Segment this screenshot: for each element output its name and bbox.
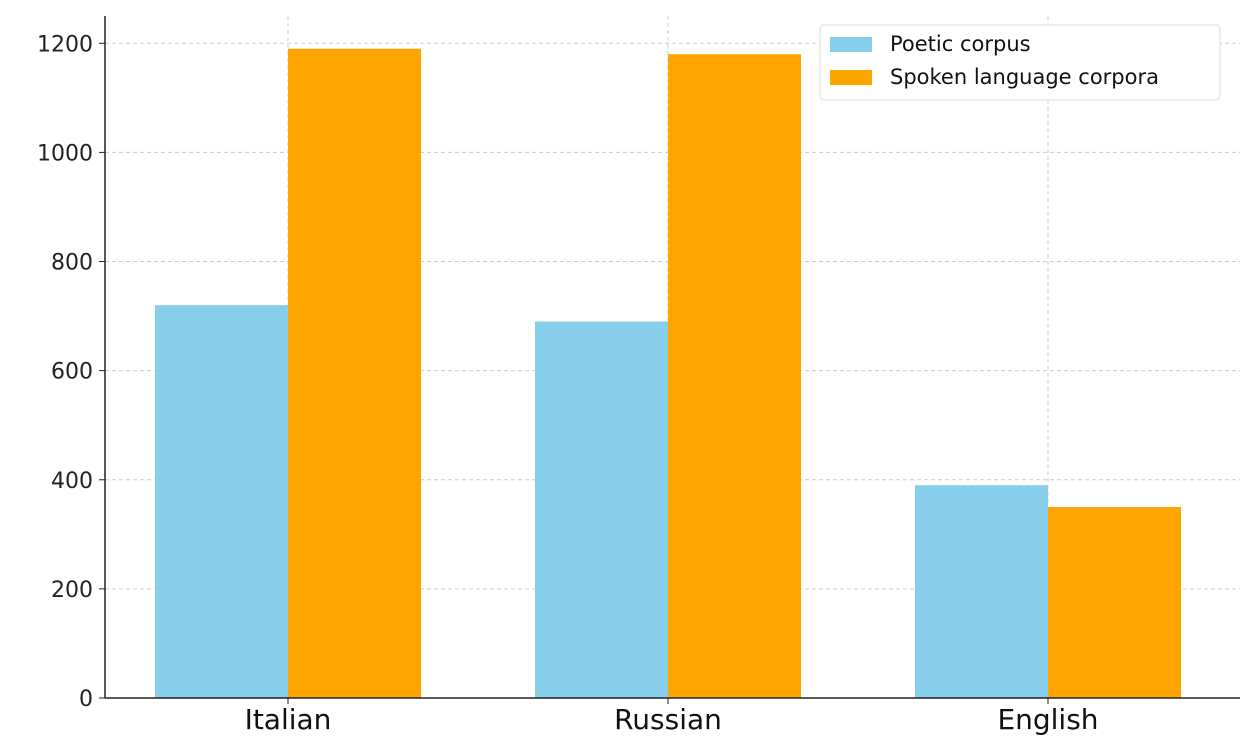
legend-label: Poetic corpus	[890, 32, 1031, 56]
legend-swatch	[830, 70, 872, 85]
bar-poetic-corpus-english	[915, 485, 1048, 698]
y-tick-label: 600	[51, 360, 93, 385]
legend-box	[819, 24, 1221, 101]
legend-swatch	[830, 37, 872, 52]
y-tick-label: 1000	[37, 141, 93, 166]
bar-spoken-language-corpora-italian	[288, 48, 421, 698]
bar-spoken-language-corpora-english	[1048, 507, 1181, 698]
bar-spoken-language-corpora-russian	[668, 54, 801, 698]
legend-label: Spoken language corpora	[890, 65, 1159, 89]
y-tick-label: 400	[51, 469, 93, 494]
y-tick-label: 800	[51, 251, 93, 276]
x-tick-label: Italian	[245, 703, 332, 736]
y-tick-label: 200	[51, 578, 93, 603]
x-tick-label: English	[997, 703, 1098, 736]
y-tick-label: 0	[79, 687, 93, 712]
y-tick-label: 1200	[37, 32, 93, 57]
bar-poetic-corpus-italian	[155, 305, 288, 698]
x-tick-label: Russian	[614, 703, 722, 736]
bar-poetic-corpus-russian	[535, 321, 668, 698]
